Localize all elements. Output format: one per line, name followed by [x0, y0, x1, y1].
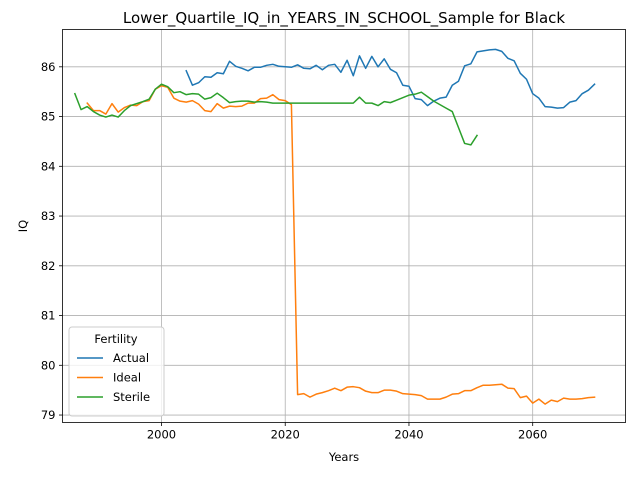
x-tick-label: 2000 — [147, 428, 176, 442]
legend-title: Fertility — [94, 332, 137, 346]
x-axis: 2000 2020 2040 2060 — [147, 422, 547, 442]
x-tick-label: 2040 — [394, 428, 423, 442]
y-axis-label: IQ — [16, 220, 30, 232]
x-tick-label: 2060 — [518, 428, 547, 442]
series-line-actual — [185, 48, 596, 109]
legend-box — [68, 326, 165, 417]
y-axis: 79 80 81 82 83 84 85 86 — [41, 60, 63, 422]
plot-frame — [62, 29, 626, 423]
y-tick-label: 80 — [41, 358, 56, 372]
series-line-sterile — [73, 83, 479, 146]
y-tick-label: 86 — [41, 60, 56, 74]
legend-entries: Actual Ideal Sterile — [77, 351, 150, 404]
y-tick-label: 79 — [41, 408, 56, 422]
series-layer — [73, 48, 596, 405]
legend-label-sterile: Sterile — [113, 390, 150, 404]
chart-title: Lower_Quartile_IQ_in_YEARS_IN_SCHOOL_Sam… — [123, 9, 565, 28]
legend-label-actual: Actual — [113, 351, 149, 365]
y-tick-label: 83 — [41, 209, 56, 223]
y-tick-label: 84 — [41, 159, 56, 173]
x-axis-label: Years — [328, 450, 359, 464]
y-tick-label: 85 — [41, 110, 56, 124]
legend: Fertility Actual Ideal Sterile — [68, 326, 165, 417]
legend-label-ideal: Ideal — [113, 371, 141, 385]
y-tick-label: 82 — [41, 259, 56, 273]
y-tick-label: 81 — [41, 309, 56, 323]
series-line-ideal — [86, 84, 596, 405]
x-tick-label: 2020 — [271, 428, 300, 442]
